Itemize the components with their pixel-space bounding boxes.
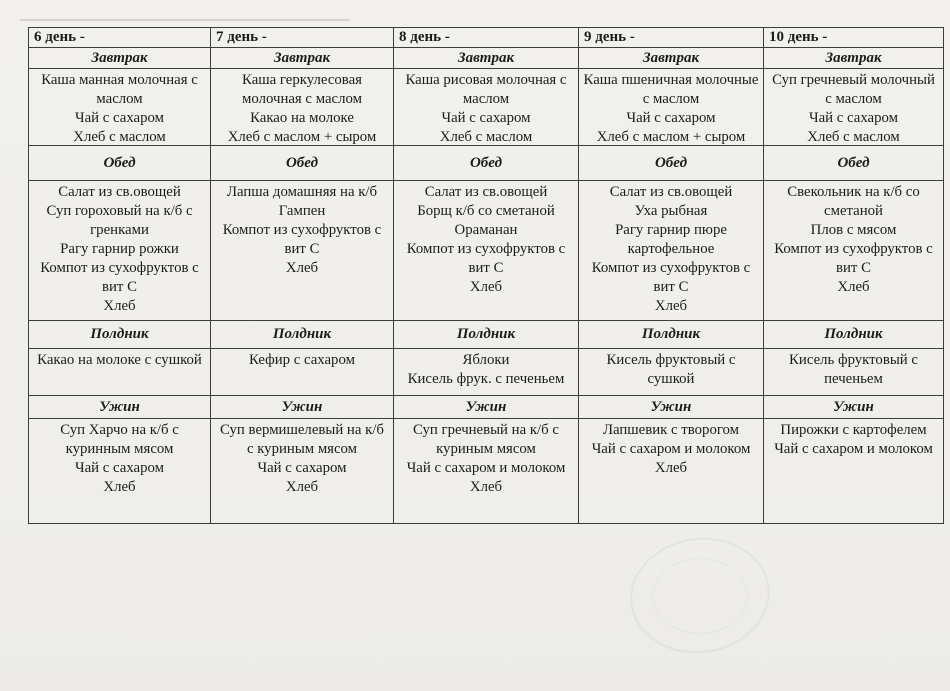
dinner-section-header: Ужин xyxy=(29,396,211,419)
dinner-meal-cell: Суп вермишелевый на к/б с куриным мясом … xyxy=(211,419,394,524)
scan-artifact-streak xyxy=(20,19,350,21)
dinner-section-header: Ужин xyxy=(579,396,764,419)
day-header: 7 день - xyxy=(211,28,394,48)
day-column-9: 9 день - Завтрак Каша пшеничная молочные… xyxy=(579,28,764,524)
day-header: 8 день - xyxy=(394,28,579,48)
lunch-meal-cell: Лапша домашняя на к/б Гампен Компот из с… xyxy=(211,181,394,321)
dinner-section-header: Ужин xyxy=(394,396,579,419)
lunch-meal-cell: Салат из св.овощей Уха рыбная Рагу гарни… xyxy=(579,181,764,321)
snack-section-header: Полдник xyxy=(579,321,764,349)
breakfast-meal-cell: Каша геркулесовая молочная с маслом Кака… xyxy=(211,69,394,146)
dinner-section-header: Ужин xyxy=(211,396,394,419)
breakfast-section-header: Завтрак xyxy=(764,48,944,69)
lunch-section-header: Обед xyxy=(211,146,394,181)
dinner-meal-cell: Суп Харчо на к/б с куринным мясом Чай с … xyxy=(29,419,211,524)
day-column-7: 7 день - Завтрак Каша геркулесовая молоч… xyxy=(211,28,394,524)
breakfast-meal-cell: Каша пшеничная молочные с маслом Чай с с… xyxy=(579,69,764,146)
snack-meal-cell: Кефир с сахаром xyxy=(211,349,394,396)
dinner-meal-cell: Пирожки с картофелем Чай с сахаром и мол… xyxy=(764,419,944,524)
snack-meal-cell: Какао на молоке с сушкой xyxy=(29,349,211,396)
lunch-section-header: Обед xyxy=(29,146,211,181)
stamp-ghost-inner-ring xyxy=(652,558,748,634)
breakfast-meal-cell: Каша манная молочная с маслом Чай с саха… xyxy=(29,69,211,146)
snack-meal-cell: Кисель фруктовый с сушкой xyxy=(579,349,764,396)
lunch-section-header: Обед xyxy=(394,146,579,181)
lunch-section-header: Обед xyxy=(764,146,944,181)
day-header: 6 день - xyxy=(29,28,211,48)
snack-section-header: Полдник xyxy=(211,321,394,349)
lunch-section-header: Обед xyxy=(579,146,764,181)
menu-table: 6 день - Завтрак Каша манная молочная с … xyxy=(28,27,944,524)
day-header: 9 день - xyxy=(579,28,764,48)
breakfast-meal-cell: Суп гречневый молочный с маслом Чай с са… xyxy=(764,69,944,146)
day-column-10: 10 день - Завтрак Суп гречневый молочный… xyxy=(764,28,944,524)
dinner-meal-cell: Лапшевик с творогом Чай с сахаром и моло… xyxy=(579,419,764,524)
day-column-6: 6 день - Завтрак Каша манная молочная с … xyxy=(29,28,211,524)
day-header: 10 день - xyxy=(764,28,944,48)
breakfast-section-header: Завтрак xyxy=(579,48,764,69)
breakfast-section-header: Завтрак xyxy=(29,48,211,69)
breakfast-meal-cell: Каша рисовая молочная с маслом Чай с сах… xyxy=(394,69,579,146)
snack-meal-cell: Кисель фруктовый с печеньем xyxy=(764,349,944,396)
dinner-section-header: Ужин xyxy=(764,396,944,419)
lunch-meal-cell: Салат из св.овощей Борщ к/б со сметаной … xyxy=(394,181,579,321)
snack-meal-cell: Яблоки Кисель фрук. с печеньем xyxy=(394,349,579,396)
day-column-8: 8 день - Завтрак Каша рисовая молочная с… xyxy=(394,28,579,524)
breakfast-section-header: Завтрак xyxy=(211,48,394,69)
snack-section-header: Полдник xyxy=(29,321,211,349)
snack-section-header: Полдник xyxy=(764,321,944,349)
dinner-meal-cell: Суп гречневый на к/б с куриным мясом Чай… xyxy=(394,419,579,524)
breakfast-section-header: Завтрак xyxy=(394,48,579,69)
lunch-meal-cell: Свекольник на к/б со сметаной Плов с мяс… xyxy=(764,181,944,321)
snack-section-header: Полдник xyxy=(394,321,579,349)
lunch-meal-cell: Салат из св.овощей Суп гороховый на к/б … xyxy=(29,181,211,321)
